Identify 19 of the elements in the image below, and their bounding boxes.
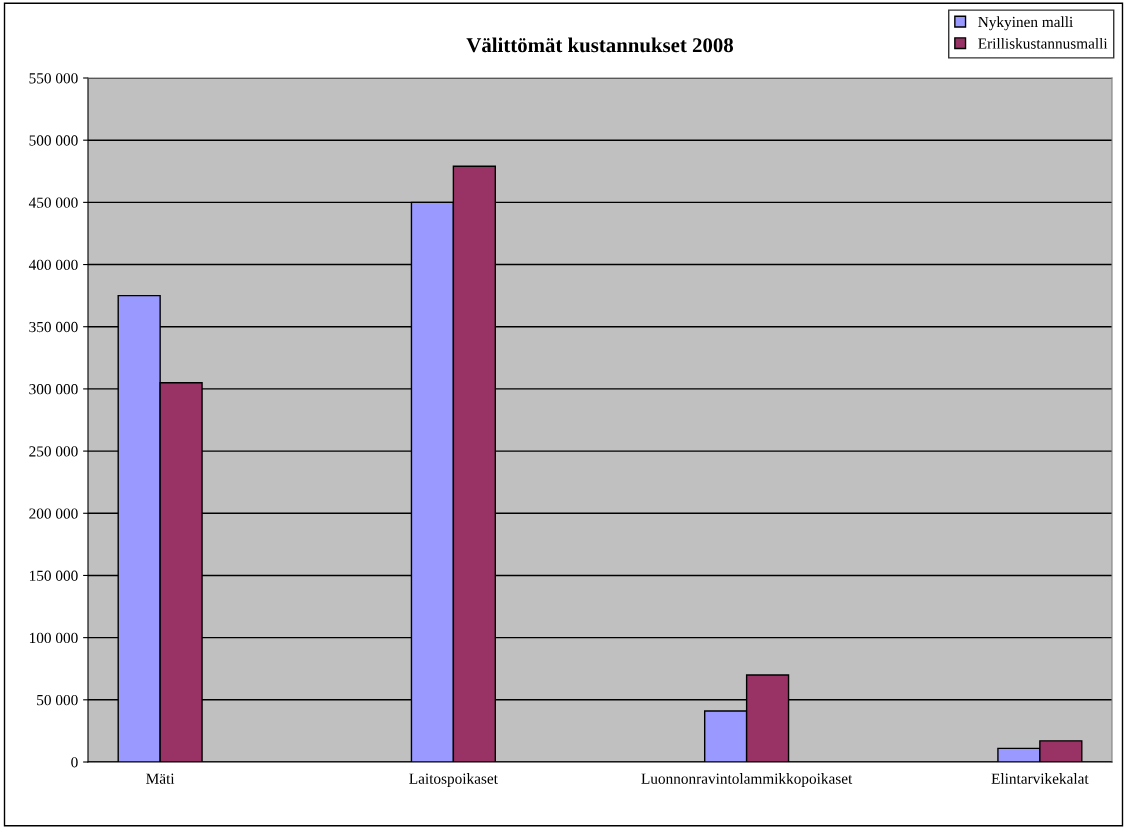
y-tick-label: 400 000 — [28, 259, 78, 270]
legend-label: Erilliskustannusmalli — [978, 37, 1108, 49]
y-tick-label: 500 000 — [29, 135, 78, 146]
x-tick-label: Mäti — [146, 773, 175, 784]
y-tick-label: 50 000 — [37, 694, 78, 706]
x-tick-label: Laitospoikaset — [409, 773, 498, 787]
y-tick-label: 250 000 — [29, 446, 78, 457]
y-tick-label: 550 000 — [29, 73, 78, 84]
y-tick-label: 300 000 — [29, 384, 78, 395]
y-tick-label: 100 000 — [29, 632, 78, 644]
chart-title: Välittömät kustannukset 2008 — [466, 37, 734, 53]
y-tick-label: 200 000 — [29, 508, 78, 519]
x-tick-label: Elintarvikekalat — [991, 773, 1089, 784]
y-tick-label: 0 — [71, 757, 78, 768]
legend-label: Nykyinen malli — [978, 16, 1073, 31]
x-tick-label: Luonnonravintolammikkopoikaset — [641, 773, 853, 787]
y-tick-label: 150 000 — [29, 570, 78, 581]
y-tick-label: 350 000 — [29, 321, 78, 333]
y-tick-label: 450 000 — [28, 197, 78, 208]
